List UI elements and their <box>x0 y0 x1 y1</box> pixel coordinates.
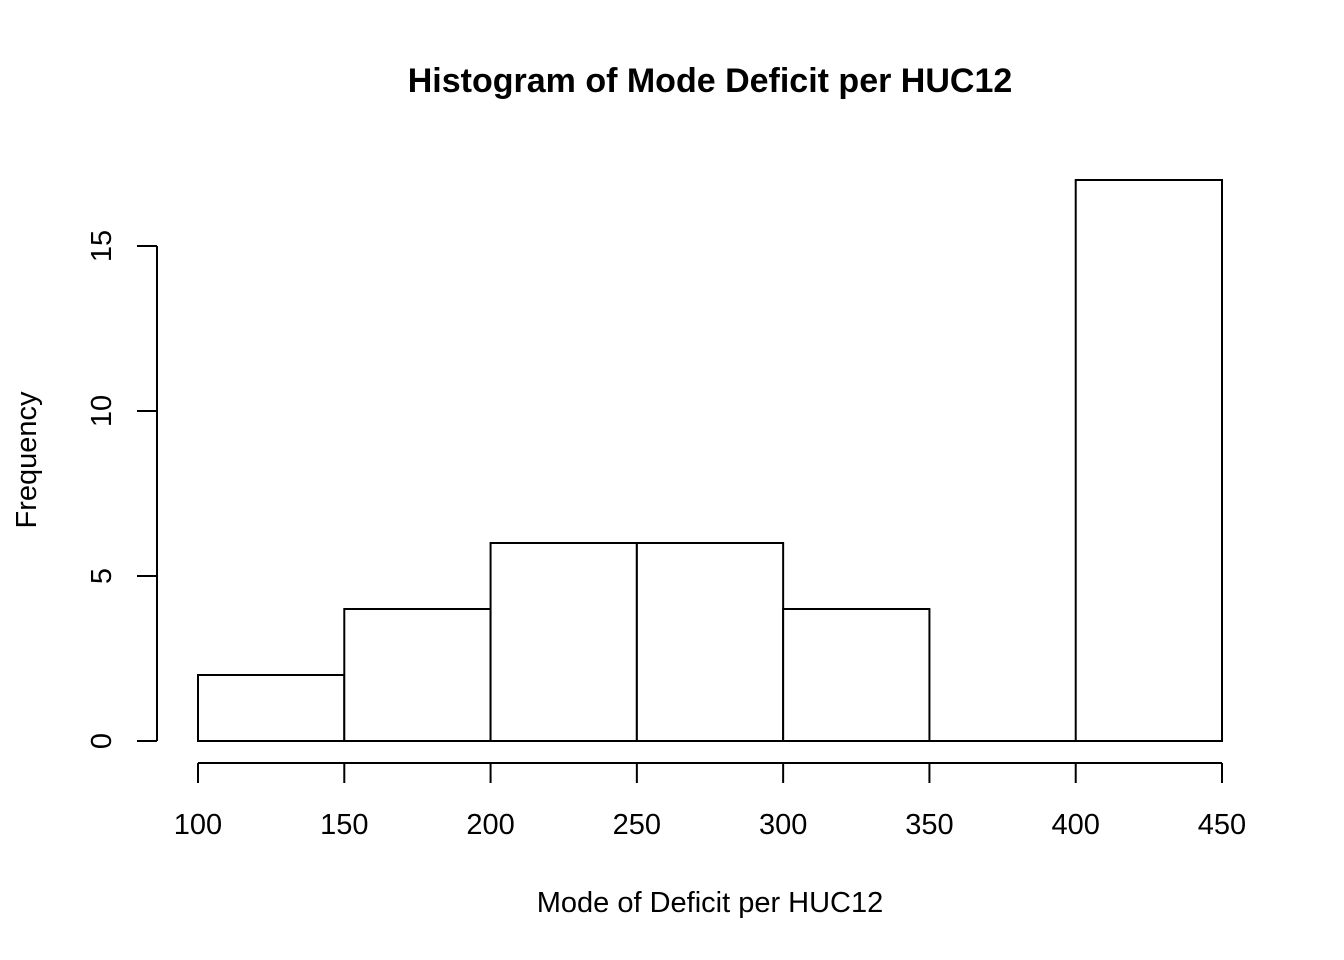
x-tick-label: 400 <box>1052 809 1100 841</box>
histogram-bar <box>343 608 492 742</box>
x-axis: 100 150 200 250 300 350 400 450 <box>174 762 1246 841</box>
x-tick-label: 300 <box>759 809 807 841</box>
histogram-bar <box>197 674 346 742</box>
y-tick-label: 0 <box>86 733 118 749</box>
y-tick-label: 5 <box>86 568 118 584</box>
x-tick-label: 150 <box>320 809 368 841</box>
chart-title: Histogram of Mode Deficit per HUC12 <box>408 62 1013 100</box>
x-tick-label: 200 <box>466 809 514 841</box>
x-tick-label: 350 <box>905 809 953 841</box>
histogram-bar <box>782 608 931 742</box>
x-tick-label: 100 <box>174 809 222 841</box>
y-tick-label: 15 <box>86 230 118 262</box>
x-tick-label: 450 <box>1198 809 1246 841</box>
y-axis-label: Frequency <box>11 391 43 529</box>
bars-group <box>197 179 1223 742</box>
histogram-bar <box>635 542 785 742</box>
y-axis: 0 5 10 15 <box>86 230 158 749</box>
x-axis-label: Mode of Deficit per HUC12 <box>537 887 884 919</box>
y-tick-label: 10 <box>86 395 118 427</box>
x-tick-label: 250 <box>613 809 661 841</box>
histogram-bar <box>1074 179 1223 742</box>
histogram-bar <box>489 542 638 742</box>
